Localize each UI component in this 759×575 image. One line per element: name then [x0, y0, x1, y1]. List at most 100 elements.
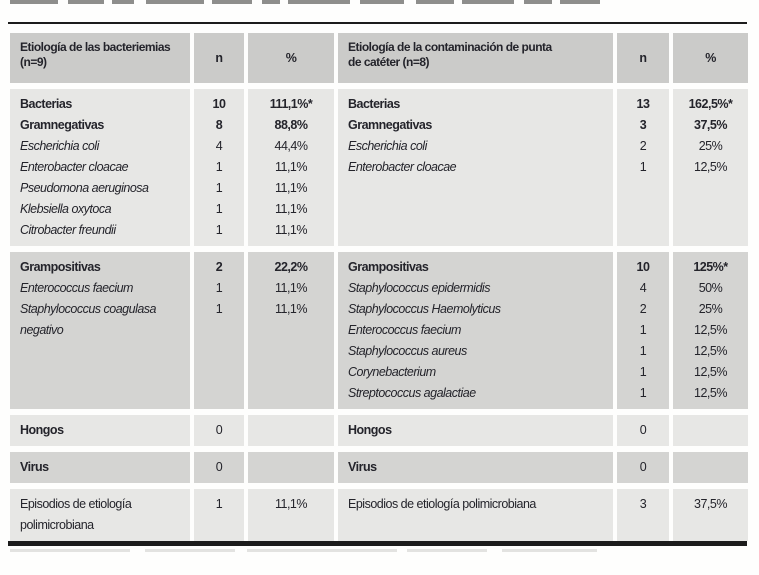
row-label: Gramnegativas	[20, 118, 104, 132]
cell-n: 3	[639, 118, 647, 132]
cell-pct: 12,5%	[694, 344, 727, 358]
header-left-title: Etiología de las bacteriemias (n=9)	[10, 33, 190, 83]
header-right-title-line1: Etiología de la contaminación de punta	[348, 40, 552, 54]
cell-pct: 37,5%	[694, 118, 727, 132]
cell-n: 0	[639, 423, 647, 437]
cropped-text-block	[212, 0, 252, 4]
cell-n: 10	[212, 97, 226, 111]
band2-left-n-values: 2 1 1	[194, 252, 244, 409]
cell-n: 4	[639, 281, 647, 295]
cropped-text-block	[288, 0, 350, 4]
row-label: Escherichia coli	[20, 139, 99, 153]
cell-n: 1	[639, 386, 647, 400]
cell-pct: 44,4%	[274, 139, 308, 153]
header-left-title-line2: (n=9)	[20, 55, 47, 69]
row-label: Hongos	[20, 423, 64, 437]
header-right-title-line2: de catéter (n=8)	[348, 55, 430, 69]
row-label: Enterococcus faecium	[20, 281, 133, 295]
row-label: Gramnegativas	[348, 118, 432, 132]
header-left-n: n	[194, 33, 244, 83]
row-label: Staphylococcus Haemolyticus	[348, 302, 501, 316]
row-label: Escherichia coli	[348, 139, 427, 153]
cell-pct: 11,1%	[274, 223, 308, 237]
row-label: Episodios de etiología polimicrobiana	[348, 497, 536, 511]
cropped-text-block	[146, 0, 204, 4]
cell-pct: 25%	[698, 139, 723, 153]
cell-pct: 12,5%	[694, 323, 727, 337]
cell-pct: 11,1%	[274, 202, 308, 216]
cell-n: 8	[215, 118, 223, 132]
cell-pct	[248, 420, 334, 441]
band2-right-n-values: 10 4 2 1 1 1 1	[617, 252, 669, 409]
cell-n: 1	[639, 365, 647, 379]
cell-pct: 11,1%	[274, 302, 308, 316]
cropped-text-block	[112, 0, 134, 4]
band5-right-n-values: 3	[617, 489, 669, 541]
cell-n: 1	[215, 302, 223, 316]
band4-right-n-values: 0	[617, 452, 669, 483]
cell-pct: 12,5%	[694, 160, 727, 174]
band1-left-pct-values: 111,1%* 88,8% 44,4% 11,1% 11,1% 11,1% 11,1%	[248, 89, 334, 246]
cell-n: 2	[215, 260, 223, 274]
cropped-text-block	[462, 0, 514, 4]
band3-right-pct-values	[673, 415, 748, 446]
band5-left-labels: Episodios de etiología polimicrobiana	[10, 489, 190, 541]
cell-pct: 25%	[698, 302, 723, 316]
cell-pct: 50%	[698, 281, 723, 295]
cropped-text-block	[10, 549, 130, 552]
header-right-pct: %	[673, 33, 748, 83]
cell-n: 1	[639, 160, 647, 174]
cell-n: 1	[639, 323, 647, 337]
row-label: Klebsiella oxytoca	[20, 202, 112, 216]
row-label: Hongos	[348, 423, 392, 437]
band2-left-pct-values: 22,2% 11,1% 11,1%	[248, 252, 334, 409]
cell-pct	[673, 457, 748, 478]
cell-n: 1	[215, 497, 223, 511]
cell-n: 0	[215, 460, 223, 474]
row-label: Virus	[348, 460, 377, 474]
row-label-continued: polimicrobiana	[20, 518, 94, 532]
row-label: Enterobacter cloacae	[20, 160, 129, 174]
band2-right-pct-values: 125%* 50% 25% 12,5% 12,5% 12,5% 12,5%	[673, 252, 748, 409]
row-label: Enterococcus faecium	[348, 323, 461, 337]
band4-right-pct-values	[673, 452, 748, 483]
band1-left-labels: Bacterias Gramnegativas Escherichia coli En…	[10, 89, 190, 246]
cell-n: 4	[215, 139, 223, 153]
band3-left-n-values: 0	[194, 415, 244, 446]
row-label: Corynebacterium	[348, 365, 436, 379]
band4-left-pct-values	[248, 452, 334, 483]
cropped-text-block	[524, 0, 552, 4]
row-label: Bacterias	[348, 97, 400, 111]
band3-right-n-values: 0	[617, 415, 669, 446]
cell-n: 1	[215, 202, 223, 216]
row-label: Staphylococcus epidermidis	[348, 281, 490, 295]
cell-n: 1	[639, 344, 647, 358]
band1-right-n-values: 13 3 2 1	[617, 89, 669, 246]
cell-n: 10	[636, 260, 650, 274]
cropped-text-block	[10, 0, 58, 4]
table-top-rule	[8, 22, 747, 24]
band1-right-pct-values: 162,5%* 37,5% 25% 12,5%	[673, 89, 748, 246]
cell-n: 3	[639, 497, 647, 511]
row-label: Staphylococcus coagulasa	[20, 302, 157, 316]
cell-n: 2	[639, 139, 647, 153]
band3-right-labels: Hongos	[338, 415, 613, 446]
header-left-pct: %	[248, 33, 334, 83]
cropped-text-artifact-bottom	[10, 549, 597, 552]
band4-left-labels: Virus	[10, 452, 190, 483]
row-label: Enterobacter cloacae	[348, 160, 457, 174]
cell-n: 2	[639, 302, 647, 316]
etiology-table: Etiología de las bacteriemias (n=9) n % …	[10, 33, 748, 541]
cell-pct: 12,5%	[694, 365, 727, 379]
cell-pct: 11,1%	[274, 160, 308, 174]
band1-right-labels: Bacterias Gramnegativas Escherichia coli En…	[338, 89, 613, 246]
band4-left-n-values: 0	[194, 452, 244, 483]
band3-left-labels: Hongos	[10, 415, 190, 446]
row-label: Staphylococcus aureus	[348, 344, 467, 358]
band2-left-labels: Grampositivas Enterococcus faecium Staphyl…	[10, 252, 190, 409]
cropped-text-block	[145, 549, 235, 552]
cell-pct: 125%*	[693, 260, 728, 274]
cell-pct: 111,1%*	[269, 97, 313, 111]
band5-left-n-values: 1	[194, 489, 244, 541]
